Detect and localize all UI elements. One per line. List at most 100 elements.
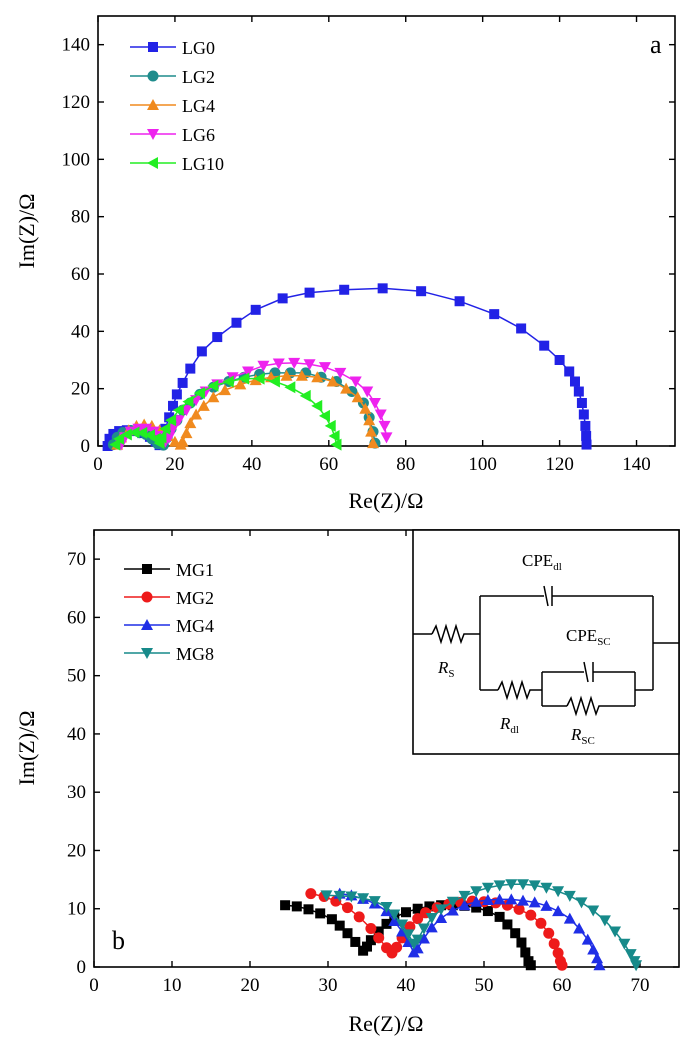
data-point-mg1 bbox=[280, 900, 291, 911]
data-point-mg1 bbox=[303, 904, 314, 915]
data-point-mg2 bbox=[548, 938, 560, 950]
data-point-mg1 bbox=[373, 926, 384, 937]
legend-label-mg4: MG4 bbox=[176, 616, 214, 636]
y-tick-label: 60 bbox=[67, 607, 86, 628]
panel-a-letter: a bbox=[650, 30, 662, 59]
data-point-lg4 bbox=[340, 382, 353, 394]
data-point-mg8 bbox=[458, 890, 471, 902]
x-tick-label: 10 bbox=[163, 975, 182, 996]
data-point-mg1 bbox=[412, 903, 423, 914]
data-point-mg1 bbox=[365, 935, 376, 946]
data-point-lg4 bbox=[326, 375, 339, 387]
data-point-mg4 bbox=[493, 893, 506, 905]
legend-label-lg2: LG2 bbox=[182, 67, 215, 87]
x-tick-label: 60 bbox=[319, 454, 338, 475]
resistor-rsc-symbol bbox=[566, 695, 635, 717]
data-point-mg2 bbox=[353, 911, 365, 923]
data-point-lg10 bbox=[284, 381, 296, 394]
data-point-lg10 bbox=[299, 389, 311, 402]
x-tick-label: 0 bbox=[93, 454, 103, 475]
data-point-lg0 bbox=[576, 398, 587, 408]
legend-entry-mg1: MG1 bbox=[124, 560, 214, 580]
data-point-lg6 bbox=[374, 409, 387, 421]
data-point-mg8 bbox=[470, 886, 483, 898]
data-point-mg8 bbox=[417, 923, 430, 935]
data-point-mg4 bbox=[411, 942, 424, 954]
data-point-lg0 bbox=[516, 323, 527, 334]
panel-a-x-axis-title: Re(Z)/Ω bbox=[349, 488, 424, 513]
data-point-mg8 bbox=[380, 901, 393, 913]
x-tick-label: 60 bbox=[553, 975, 572, 996]
data-point-mg2 bbox=[373, 932, 385, 944]
data-point-lg10 bbox=[172, 404, 184, 417]
legend-entry-lg10: LG10 bbox=[130, 154, 224, 174]
data-point-mg8 bbox=[505, 879, 518, 891]
data-point-lg10 bbox=[165, 414, 177, 427]
data-point-lg0 bbox=[580, 420, 591, 431]
data-point-mg2 bbox=[543, 927, 555, 939]
data-point-mg8 bbox=[320, 890, 333, 902]
data-point-lg0 bbox=[581, 430, 592, 441]
data-point-lg0 bbox=[212, 332, 223, 343]
x-tick-label: 20 bbox=[165, 454, 184, 475]
data-point-lg0 bbox=[102, 441, 113, 451]
y-tick-label: 70 bbox=[67, 549, 86, 570]
data-point-lg0 bbox=[569, 376, 580, 387]
data-point-lg10 bbox=[128, 426, 140, 439]
data-point-mg1 bbox=[482, 906, 493, 917]
legend-label-mg2: MG2 bbox=[176, 588, 214, 608]
data-point-mg4 bbox=[573, 922, 586, 934]
data-point-lg6 bbox=[257, 360, 270, 372]
circuit-inset-frame bbox=[412, 529, 680, 755]
data-point-mg4 bbox=[446, 904, 459, 916]
data-point-lg10 bbox=[193, 386, 205, 399]
legend-entry-lg2: LG2 bbox=[130, 67, 215, 87]
data-point-mg8 bbox=[563, 890, 576, 902]
data-point-lg0 bbox=[196, 346, 207, 357]
x-tick-label: 70 bbox=[631, 975, 650, 996]
y-tick-label: 100 bbox=[62, 149, 91, 170]
data-point-mg8 bbox=[587, 905, 600, 917]
data-point-lg4 bbox=[176, 435, 189, 447]
data-point-lg4 bbox=[218, 384, 231, 396]
data-point-mg2 bbox=[391, 941, 403, 953]
legend-entry-mg2: MG2 bbox=[124, 588, 214, 608]
panel-a-legend: LG0 LG2 LG4 LG6 LG10 bbox=[130, 38, 224, 174]
legend-entry-mg8: MG8 bbox=[124, 644, 214, 664]
panel-a-y-axis-title: Im(Z)/Ω bbox=[14, 194, 39, 269]
data-point-mg8 bbox=[618, 938, 631, 950]
data-point-mg2 bbox=[535, 917, 547, 929]
panel-b-chart: 0 10 20 30 40 50 60 70 0 10 20 30 40 50 60 70 MG1 MG2 M… bbox=[14, 529, 680, 1036]
data-point-mg1 bbox=[350, 936, 361, 947]
x-tick-label: 140 bbox=[622, 454, 651, 475]
data-point-lg6 bbox=[288, 357, 301, 369]
y-tick-label: 30 bbox=[67, 782, 86, 803]
y-tick-label: 0 bbox=[77, 957, 87, 978]
data-point-lg6 bbox=[368, 398, 381, 409]
data-point-mg8 bbox=[481, 882, 494, 894]
legend-label-mg8: MG8 bbox=[176, 644, 214, 664]
panel-b-y-axis-title: Im(Z)/Ω bbox=[14, 711, 39, 786]
panel-a-plot-frame bbox=[97, 15, 676, 447]
data-point-lg0 bbox=[564, 366, 575, 377]
data-point-lg10 bbox=[155, 431, 167, 444]
data-point-lg10 bbox=[207, 379, 219, 392]
y-tick-label: 50 bbox=[67, 666, 86, 687]
data-point-lg0 bbox=[573, 386, 584, 397]
data-point-lg4 bbox=[180, 427, 193, 439]
data-point-lg4 bbox=[197, 399, 210, 411]
data-point-mg2 bbox=[556, 959, 568, 971]
data-point-mg1 bbox=[401, 907, 411, 918]
panel-a-ticks: 0 20 40 60 80 100 120 140 0 20 40 60 80 100 120 140 bbox=[62, 16, 675, 475]
y-tick-label: 20 bbox=[67, 840, 86, 861]
label-rdl: Rdl bbox=[499, 714, 519, 736]
data-point-mg8 bbox=[598, 915, 611, 927]
data-point-mg2 bbox=[365, 923, 377, 935]
data-point-mg8 bbox=[345, 891, 358, 903]
panel-a-chart: 0 20 40 60 80 100 120 140 0 20 40 60 80 100 120 140 LG0… bbox=[14, 15, 676, 513]
data-point-lg0 bbox=[454, 296, 465, 307]
series-lg10 bbox=[109, 372, 342, 451]
data-point-mg8 bbox=[624, 949, 637, 961]
data-point-mg8 bbox=[552, 886, 565, 898]
